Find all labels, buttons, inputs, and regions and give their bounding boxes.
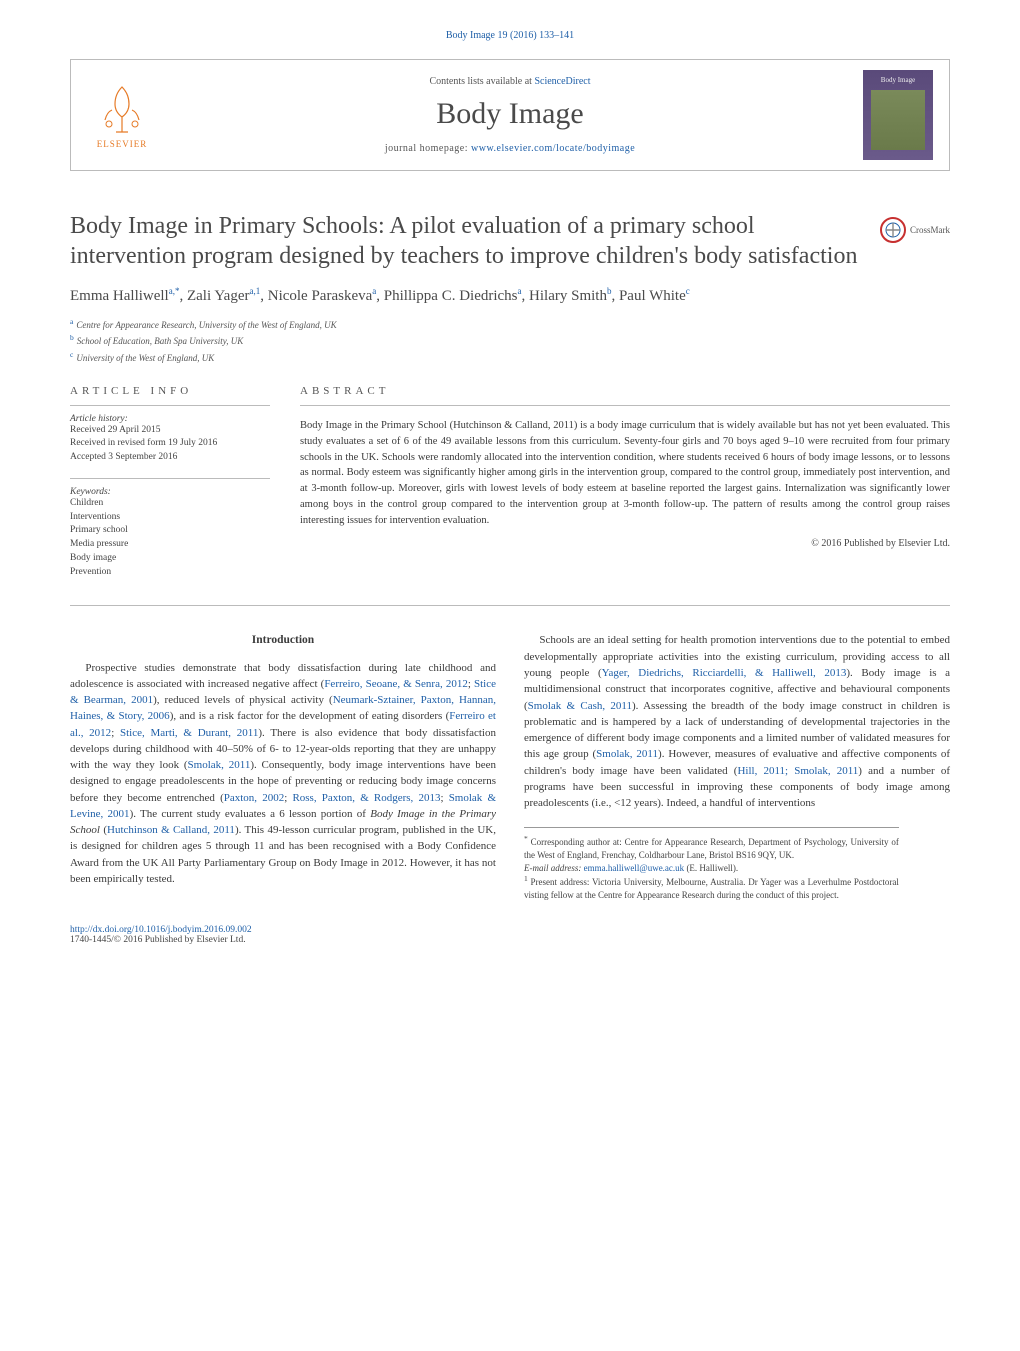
abstract-copyright: © 2016 Published by Elsevier Ltd. — [300, 538, 950, 549]
divider — [70, 478, 270, 479]
footnotes: * Corresponding author at: Centre for Ap… — [524, 827, 899, 901]
homepage-line: journal homepage: www.elsevier.com/locat… — [169, 143, 851, 154]
journal-cover-thumbnail: Body Image — [863, 70, 933, 160]
elsevier-logo: ELSEVIER — [87, 75, 157, 155]
corresponding-author-note: * Corresponding author at: Centre for Ap… — [524, 834, 899, 861]
email-label: E-mail address: — [524, 863, 581, 873]
citation-link[interactable]: Smolak, 2011 — [188, 759, 251, 771]
crossmark-label: CrossMark — [910, 225, 950, 235]
article-title: Body Image in Primary Schools: A pilot e… — [70, 211, 880, 271]
abstract-block: abstract Body Image in the Primary Schoo… — [300, 385, 950, 579]
citation-link[interactable]: Ferreiro, Seoane, & Senra, 2012 — [324, 678, 468, 690]
issn-line: 1740-1445/© 2016 Published by Elsevier L… — [70, 935, 246, 945]
journal-name: Body Image — [169, 97, 851, 131]
citation-link[interactable]: Paxton, 2002 — [224, 792, 284, 804]
citation-link[interactable]: Smolak & Cash, 2011 — [528, 700, 632, 712]
citation-link[interactable]: Ross, Paxton, & Rodgers, 2013 — [292, 792, 440, 804]
intro-paragraph-1: Prospective studies demonstrate that bod… — [70, 660, 496, 888]
intro-paragraph-2: Schools are an ideal setting for health … — [524, 632, 950, 811]
citation-link[interactable]: Hutchinson & Calland, 2011 — [107, 824, 235, 836]
citation-link[interactable]: Yager, Diedrichs, Ricciardelli, & Halliw… — [602, 667, 847, 679]
header-center: Contents lists available at ScienceDirec… — [157, 76, 863, 154]
citation-link[interactable]: Hill, 2011; Smolak, 2011 — [737, 765, 858, 777]
corr-marker: * — [524, 834, 528, 843]
contents-line: Contents lists available at ScienceDirec… — [169, 76, 851, 87]
crossmark-badge[interactable]: CrossMark — [880, 217, 950, 243]
abstract-text: Body Image in the Primary School (Hutchi… — [300, 418, 950, 528]
present-marker: 1 — [524, 874, 528, 883]
article-info-block: article info Article history: Received 2… — [70, 385, 270, 579]
corr-text: Corresponding author at: Centre for Appe… — [524, 837, 899, 860]
citation-link[interactable]: Stice, Marti, & Durant, 2011 — [120, 727, 258, 739]
homepage-link[interactable]: www.elsevier.com/locate/bodyimage — [471, 143, 635, 154]
cover-image — [871, 90, 925, 150]
history-lines: Received 29 April 2015Received in revise… — [70, 424, 270, 464]
homepage-prefix: journal homepage: — [385, 143, 471, 154]
abstract-heading: abstract — [300, 385, 950, 397]
article-body: Introduction Prospective studies demonst… — [70, 632, 950, 901]
present-text: Present address: Victoria University, Me… — [524, 877, 899, 900]
elsevier-tree-icon — [97, 82, 147, 137]
article-info-heading: article info — [70, 385, 270, 397]
divider — [70, 405, 270, 406]
contents-prefix: Contents lists available at — [429, 76, 534, 87]
email-who: (E. Halliwell). — [686, 863, 738, 873]
elsevier-label: ELSEVIER — [97, 139, 148, 149]
section-heading-introduction: Introduction — [70, 632, 496, 649]
doi-link[interactable]: http://dx.doi.org/10.1016/j.bodyim.2016.… — [70, 925, 252, 935]
page-footer: http://dx.doi.org/10.1016/j.bodyim.2016.… — [70, 925, 950, 945]
citation-link[interactable]: Smolak, 2011 — [596, 748, 658, 760]
keywords-list: ChildrenInterventionsPrimary schoolMedia… — [70, 497, 270, 580]
journal-reference: Body Image 19 (2016) 133–141 — [70, 30, 950, 41]
divider — [70, 605, 950, 606]
affiliations: aCentre for Appearance Research, Univers… — [70, 316, 950, 366]
keywords-label: Keywords: — [70, 487, 270, 497]
divider — [300, 405, 950, 406]
cover-title: Body Image — [881, 76, 915, 84]
email-note: E-mail address: emma.halliwell@uwe.ac.uk… — [524, 862, 899, 875]
email-link[interactable]: emma.halliwell@uwe.ac.uk — [584, 863, 685, 873]
crossmark-icon — [880, 217, 906, 243]
journal-header: ELSEVIER Contents lists available at Sci… — [70, 59, 950, 171]
present-address-note: 1 Present address: Victoria University, … — [524, 874, 899, 901]
history-label: Article history: — [70, 414, 270, 424]
author-list: Emma Halliwella,*, Zali Yagera,1, Nicole… — [70, 285, 950, 308]
sciencedirect-link[interactable]: ScienceDirect — [534, 76, 590, 87]
